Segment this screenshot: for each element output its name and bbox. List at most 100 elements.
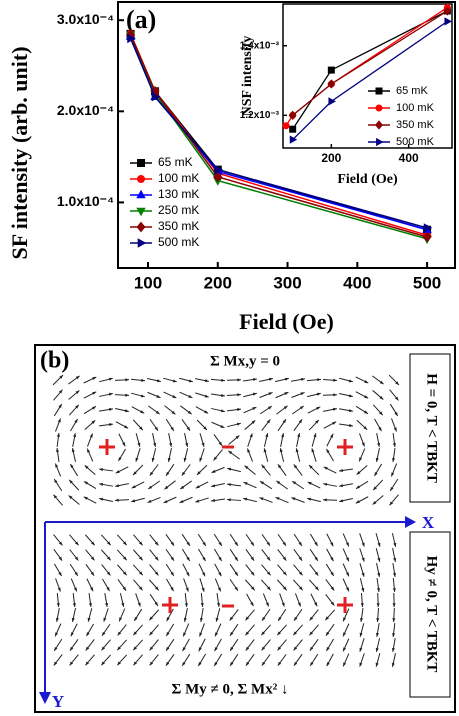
spin-arrow-head	[249, 433, 253, 438]
spin-arrow-head	[85, 646, 90, 651]
spin-arrow-head	[298, 571, 303, 576]
spin-arrow-head	[393, 542, 397, 547]
spin-arrow-head	[58, 404, 62, 409]
legend-marker	[137, 238, 147, 248]
spin-arrow-head	[293, 464, 298, 469]
spin-arrow-head	[137, 602, 141, 607]
panel-label: (b)	[40, 348, 69, 374]
spin-arrow-head	[230, 631, 234, 636]
spin-arrow-head	[265, 602, 269, 607]
spin-arrow-head	[291, 497, 296, 501]
x-tick-label: 200	[204, 273, 232, 292]
series-line	[129, 38, 428, 229]
spin-arrow-head	[109, 423, 113, 427]
spin-arrow-head	[345, 557, 349, 562]
spin-arrow-head	[267, 406, 272, 410]
spin-arrow-head	[379, 395, 384, 400]
marker	[328, 97, 336, 106]
spin-arrow-head	[53, 661, 58, 666]
spin-arrow-head	[220, 424, 225, 428]
spin-arrow-head	[330, 601, 335, 606]
spin-arrow-head	[263, 448, 267, 453]
spin-arrow-head	[90, 556, 95, 561]
spin-arrow-head	[250, 541, 254, 546]
spin-arrow-head	[247, 448, 251, 453]
spin-arrow-head	[211, 498, 215, 502]
spin-arrow-head	[356, 471, 361, 475]
spin-arrow-head	[252, 392, 257, 396]
spin-arrow-head	[163, 499, 168, 503]
series	[289, 17, 452, 144]
spin-arrow-head	[250, 556, 255, 561]
spin-arrow-head	[359, 618, 364, 622]
spin-arrow-head	[141, 378, 145, 382]
spin-arrow-head	[339, 484, 344, 488]
spin-arrow-head	[71, 448, 75, 453]
spin-arrow-head	[187, 410, 192, 415]
spin-arrow-head	[377, 572, 381, 577]
spin-arrow-head	[203, 426, 207, 430]
spin-arrow-head	[378, 427, 382, 432]
spin-arrow-head	[392, 603, 396, 607]
spin-arrow-head	[155, 410, 160, 415]
spin-arrow-head	[198, 662, 202, 666]
spin-arrow-head	[87, 617, 91, 622]
spin-arrow-head	[195, 499, 200, 503]
marker	[127, 33, 136, 44]
y-axis-label: SF intensity (arb. unit)	[7, 46, 32, 259]
legend-marker	[376, 137, 384, 147]
spin-arrow-head	[361, 587, 365, 592]
spin-arrow-head	[277, 631, 281, 636]
spin-arrow-head	[140, 394, 145, 398]
spin-arrow-head	[389, 501, 394, 506]
legend-label: 100 mK	[158, 171, 199, 185]
spin-arrow-head	[182, 661, 186, 666]
spin-arrow-head	[250, 602, 254, 607]
spin-arrow-head	[202, 557, 206, 562]
spin-arrow-head	[283, 586, 287, 591]
spin-arrow-head	[309, 616, 314, 621]
spin-arrow-head	[201, 442, 205, 447]
marker	[423, 223, 433, 233]
spin-arrow-head	[216, 603, 221, 607]
spin-arrow-head	[375, 457, 379, 462]
spin-arrow-head	[229, 616, 234, 621]
spin-arrow-head	[169, 442, 173, 447]
condition-box	[409, 531, 451, 698]
spin-arrow-head	[172, 394, 177, 398]
spin-arrow-head	[154, 601, 158, 606]
spin-arrow-head	[323, 498, 327, 502]
spin-arrow-head	[236, 422, 241, 426]
spin-arrow-head	[284, 392, 289, 396]
spin-arrow-head	[131, 499, 136, 503]
spin-arrow-head	[330, 557, 334, 562]
spin-arrow-head	[267, 586, 271, 591]
legend-marker	[375, 120, 383, 130]
spin-arrow-head	[261, 661, 266, 666]
spin-arrow-head	[314, 602, 318, 607]
spin-arrow-head	[196, 471, 201, 475]
spin-arrow-head	[99, 497, 104, 501]
spin-arrow-head	[293, 646, 298, 651]
spin-arrow-head	[393, 557, 397, 562]
spin-arrow-head	[73, 587, 77, 592]
x-tick-label: 400	[399, 151, 419, 165]
series	[127, 33, 433, 233]
spin-arrow-head	[149, 471, 154, 476]
spin-arrow-head	[54, 479, 58, 484]
spin-arrow-head	[154, 426, 159, 431]
spin-arrow-head	[54, 646, 58, 651]
spin-arrow-head	[70, 464, 74, 468]
spin-arrow-head	[135, 457, 139, 462]
spin-arrow-head	[106, 571, 111, 576]
spin-arrow-head	[227, 467, 232, 471]
spin-arrow-head	[57, 418, 61, 423]
spin-arrow-head	[230, 646, 234, 651]
spin-arrow-head	[266, 419, 271, 424]
spin-arrow-head	[180, 485, 185, 490]
spin-arrow-head	[307, 497, 312, 501]
spin-arrow-head	[379, 380, 384, 385]
spin-arrow-head	[300, 392, 305, 396]
spin-arrow-head	[281, 602, 285, 607]
spin-arrow-head	[131, 485, 136, 489]
